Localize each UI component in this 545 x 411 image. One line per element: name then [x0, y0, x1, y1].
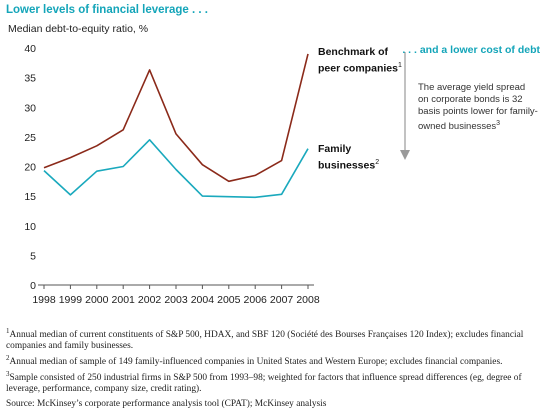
x-tick-label: 2006 — [244, 294, 268, 306]
x-axis-ticks: 1998 1999 2000 2001 2002 2003 2004 2005 2006 2007… — [32, 285, 320, 306]
y-tick-label: 35 — [24, 73, 36, 85]
x-tick-label: 2008 — [296, 294, 320, 306]
footnotes: 1Annual median of current constituents o… — [6, 326, 540, 410]
y-tick-label: 40 — [24, 43, 36, 55]
arrow-head — [400, 150, 410, 160]
x-tick-label: 2000 — [85, 294, 109, 306]
x-tick-label: 2004 — [191, 294, 215, 306]
y-tick-label: 5 — [30, 250, 36, 262]
x-tick-label: 2003 — [164, 294, 188, 306]
down-arrow-icon — [400, 52, 410, 160]
footnote-3: 3Sample consisted of 250 industrial firm… — [6, 370, 522, 395]
y-tick-label: 0 — [30, 280, 36, 292]
footnote-1: 1Annual median of current constituents o… — [6, 327, 524, 352]
x-tick-label: 2002 — [138, 294, 162, 306]
right-panel-heading: . . . and a lower cost of debt — [402, 44, 540, 56]
chart-title: Lower levels of financial leverage . . . — [6, 4, 208, 16]
source-note: Source: McKinsey’s corporate performance… — [6, 399, 327, 410]
footnote-2: 2Annual median of sample of 149 family-i… — [6, 354, 503, 368]
y-tick-label: 20 — [24, 162, 36, 174]
right-panel-text: The average yield spread on corporate bo… — [418, 82, 538, 133]
x-tick-label: 1999 — [59, 294, 83, 306]
y-tick-label: 10 — [24, 221, 36, 233]
y-tick-label: 15 — [24, 191, 36, 203]
x-tick-label: 2001 — [112, 294, 136, 306]
x-tick-label: 1998 — [32, 294, 56, 306]
y-axis-label: Median debt-to-equity ratio, % — [8, 23, 149, 35]
series-line-family — [43, 139, 309, 199]
y-tick-label: 25 — [24, 132, 36, 144]
series-label-peer: Benchmark of peer companies1 — [318, 46, 402, 75]
series-lines — [43, 53, 309, 199]
series-line-peer — [43, 53, 309, 183]
y-tick-label: 30 — [24, 102, 36, 114]
x-tick-label: 2007 — [270, 294, 294, 306]
series-label-family: Family businesses2 — [318, 143, 380, 172]
y-axis-ticks: 0 5 10 15 20 25 30 35 40 — [24, 43, 36, 292]
x-tick-label: 2005 — [217, 294, 241, 306]
